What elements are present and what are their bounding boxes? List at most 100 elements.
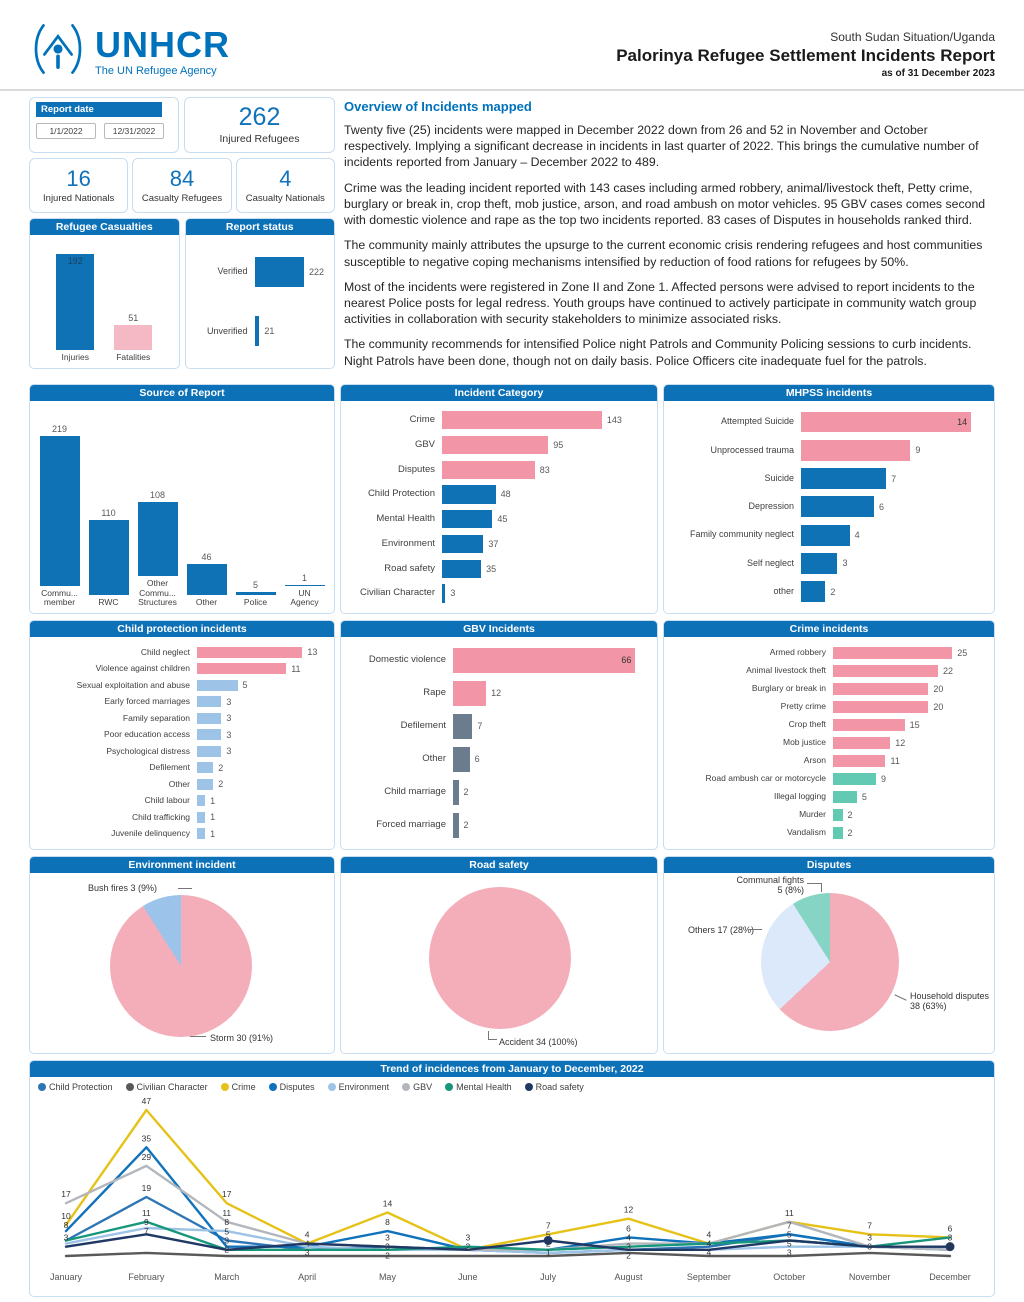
bar[interactable] (197, 729, 222, 741)
bar[interactable] (453, 813, 459, 838)
bar[interactable] (442, 485, 496, 504)
bar-row[interactable]: other 2 (674, 578, 984, 606)
bar-row[interactable]: Child labour 1 (40, 792, 324, 809)
bar-row[interactable]: Self neglect 3 (674, 549, 984, 577)
bar-row[interactable]: Domestic violence 66 (351, 644, 647, 677)
bar[interactable] (114, 324, 153, 351)
bar[interactable] (833, 646, 953, 659)
report-date-slicer[interactable]: Report date 1/1/2022 12/31/2022 (29, 97, 179, 153)
bar-row[interactable]: Verified 222 (196, 242, 324, 302)
bar[interactable] (442, 435, 549, 455)
bar-row[interactable]: Civilian Character 3 (351, 581, 647, 606)
bar[interactable] (833, 736, 891, 749)
legend-item-road-safety[interactable]: Road safety (524, 1082, 584, 1092)
bar[interactable] (442, 460, 535, 479)
bar-row[interactable]: Family separation 3 (40, 710, 324, 727)
bar[interactable]: 14 (801, 411, 972, 433)
bar[interactable] (442, 411, 602, 430)
bar-row[interactable]: Other 6 (351, 743, 647, 776)
bar[interactable] (833, 772, 876, 785)
trend-svg[interactable]: January February March April May June July Augu… (30, 1092, 983, 1288)
bar[interactable] (833, 808, 843, 821)
bar-row[interactable]: Vandalism 2 (674, 824, 984, 842)
bar-row[interactable]: Forced marriage 2 (351, 809, 647, 842)
bar-row[interactable]: Rape 12 (351, 677, 647, 710)
bar[interactable] (197, 696, 222, 708)
bar[interactable] (801, 496, 874, 518)
column[interactable]: 110 RWC (88, 407, 129, 608)
bar[interactable] (801, 468, 887, 489)
bar-row[interactable]: Other 2 (40, 776, 324, 793)
bar-row[interactable]: Arson 11 (674, 752, 984, 770)
legend-item-disputes[interactable]: Disputes (268, 1082, 315, 1092)
bar-row[interactable]: Illegal logging 5 (674, 788, 984, 806)
bar-row[interactable]: Poor education access 3 (40, 726, 324, 743)
bar[interactable] (833, 718, 905, 731)
legend-item-civilian-character[interactable]: Civilian Character (125, 1082, 208, 1092)
bar-row[interactable]: Depression 6 (674, 493, 984, 521)
bar-row[interactable]: Crop theft 15 (674, 716, 984, 734)
bar-row[interactable]: Road ambush car or motorcycle 9 (674, 770, 984, 788)
bar[interactable] (833, 754, 886, 767)
bar-row[interactable]: Road safety 35 (351, 556, 647, 581)
bar[interactable] (197, 795, 206, 807)
bar[interactable] (801, 524, 850, 546)
bar-row[interactable]: Unverified 21 (196, 302, 325, 362)
bar[interactable] (453, 714, 473, 739)
bar[interactable] (197, 778, 214, 790)
bar[interactable] (801, 581, 826, 603)
bar[interactable] (453, 747, 470, 772)
bar-row[interactable]: Animal livestock theft 22 (674, 662, 984, 680)
column[interactable]: 108 Other Commu... Structures (137, 407, 178, 608)
bar-row[interactable]: Pretty crime 20 (674, 698, 984, 716)
bar-row[interactable]: Attempted Suicide 14 (674, 408, 984, 436)
bar-row[interactable]: Child neglect 13 (40, 644, 324, 661)
bar-row[interactable]: Child marriage 2 (351, 776, 647, 809)
trend-chart[interactable]: January February March April May June July Augu… (30, 1092, 994, 1296)
bar[interactable] (442, 584, 446, 603)
bar-row[interactable]: Juvenile delinquency 1 (40, 825, 324, 842)
bar-row[interactable]: Child Protection 48 (351, 482, 647, 507)
bar[interactable] (453, 681, 487, 706)
bar-row[interactable]: Environment 37 (351, 532, 647, 557)
bar[interactable] (254, 256, 304, 287)
column[interactable]: 192 Injuries (56, 241, 95, 363)
bar[interactable] (88, 520, 129, 596)
bar-row[interactable]: Child trafficking 1 (40, 809, 324, 826)
bar[interactable] (453, 780, 459, 805)
end-date-input[interactable]: 12/31/2022 (104, 123, 164, 139)
bar[interactable] (197, 762, 214, 774)
bar[interactable] (197, 679, 238, 691)
bar-row[interactable]: Disputes 83 (351, 457, 647, 482)
bar[interactable] (197, 828, 206, 840)
bar[interactable] (442, 510, 493, 529)
mhpss-incidents-chart[interactable]: Attempted Suicide 14 Unprocessed trauma 9 Su… (664, 401, 994, 613)
bar-row[interactable]: Suicide 7 (674, 464, 984, 492)
bar-row[interactable]: Mob justice 12 (674, 734, 984, 752)
bar-row[interactable]: Mental Health 45 (351, 507, 647, 532)
bar[interactable]: 192 (56, 254, 95, 351)
bar-row[interactable]: Murder 2 (674, 806, 984, 824)
bar[interactable] (284, 584, 325, 586)
bar[interactable] (137, 502, 178, 577)
bar-row[interactable]: GBV 95 (351, 433, 647, 458)
environment-pie-area[interactable]: Bush fires 3 (9%) Storm 30 (91%) (30, 873, 334, 1053)
bar-row[interactable]: Unprocessed trauma 9 (674, 436, 984, 464)
child-protection-chart[interactable]: Child neglect 13 Violence against children… (30, 637, 334, 849)
bar-row[interactable]: Sexual exploitation and abuse 5 (40, 677, 324, 694)
bar-row[interactable]: Early forced marriages 3 (40, 693, 324, 710)
legend-item-environment[interactable]: Environment (327, 1082, 389, 1092)
report-status-chart[interactable]: Verified 222 Unverified 21 (186, 235, 335, 368)
legend-item-gbv[interactable]: GBV (402, 1082, 432, 1092)
bar[interactable] (833, 682, 929, 695)
bar-row[interactable]: Psychological distress 3 (40, 743, 324, 760)
legend-item-mental-health[interactable]: Mental Health (445, 1082, 512, 1092)
legend-item-crime[interactable]: Crime (220, 1082, 256, 1092)
bar[interactable] (801, 552, 838, 574)
bar[interactable] (186, 563, 227, 596)
bar-row[interactable]: Defilement 2 (40, 759, 324, 776)
incident-category-chart[interactable]: Crime 143 GBV 95 Disputes 83 Child Protection 4… (341, 401, 657, 613)
bar[interactable] (833, 790, 857, 803)
bar[interactable] (197, 811, 206, 823)
bar[interactable] (235, 591, 276, 596)
